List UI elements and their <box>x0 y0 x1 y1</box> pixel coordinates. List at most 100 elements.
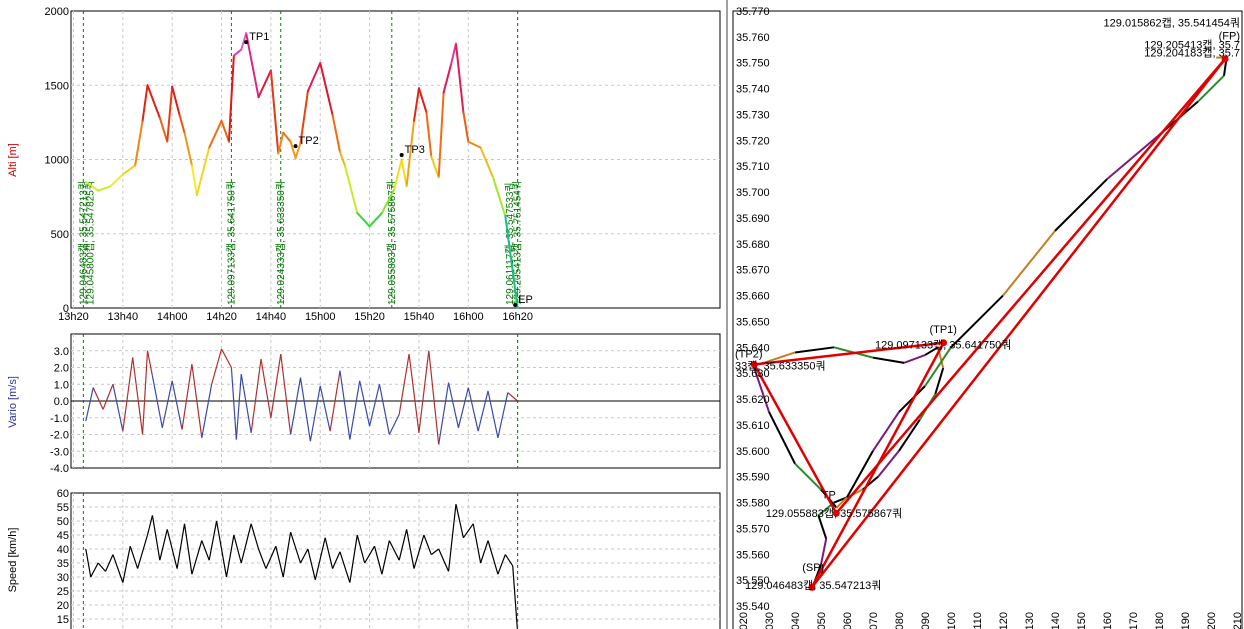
altitude-point <box>228 140 230 143</box>
map-y-tick-label: 35.570 <box>736 523 770 535</box>
track-segment <box>934 367 945 395</box>
track-segment <box>1106 134 1160 180</box>
map-x-tick-label: 129.090 <box>920 612 932 629</box>
annotation-label: EP <box>518 294 533 306</box>
vario-segment <box>260 359 272 418</box>
altitude-segment <box>121 164 137 176</box>
map-y-tick-label: 35.630 <box>736 368 770 380</box>
y-tick-label: 50 <box>57 516 69 528</box>
altitude-point <box>339 151 341 153</box>
vario-segment <box>447 382 460 428</box>
altitude-segment <box>380 188 396 214</box>
altitude-segment <box>232 48 243 57</box>
map-y-tick-label: 35.710 <box>736 161 770 173</box>
speed-segment <box>265 545 277 569</box>
map-x-tick-label: 129.150 <box>1076 612 1088 629</box>
speed-segment <box>233 534 242 564</box>
speed-segment <box>290 532 302 564</box>
altitude-segment <box>282 131 292 143</box>
marker-label: 129.055883캡, 35.575867쿼 <box>386 181 398 305</box>
vario-segment <box>309 385 321 442</box>
vario-segment <box>240 374 252 433</box>
map-x-tick-label: 129.210 <box>1232 612 1244 629</box>
vario-segment <box>388 414 400 435</box>
speed-segment <box>413 534 425 569</box>
y-tick-label: 0 <box>63 303 69 315</box>
altitude-segment <box>141 84 149 122</box>
map-labels: 129.015862캡, 35.541454쿼(FP)129.205413캡, … <box>735 17 1240 593</box>
y-tick-label: -2.0 <box>50 430 69 442</box>
track-segment <box>898 419 921 452</box>
altitude-point <box>289 140 292 143</box>
speed-segment <box>324 537 334 569</box>
map-plot-frame <box>732 10 1243 629</box>
map-y-tick-label: 35.690 <box>736 213 770 225</box>
map-point-label: 129.204183캡, 35.7 <box>1144 46 1240 59</box>
speed-segment <box>487 540 499 575</box>
altitude-segment <box>178 113 186 134</box>
speed-segment <box>430 548 440 556</box>
altitude-point <box>430 155 433 158</box>
marker-label: 129.097133캡, 35.641750쿼 <box>225 181 237 305</box>
altitude-line <box>84 32 519 309</box>
altitude-point <box>282 131 285 134</box>
speed-segment <box>299 548 309 564</box>
speed-segment <box>216 520 228 578</box>
turnpoint-marker <box>1221 55 1229 63</box>
y-tick-label: 2000 <box>45 6 69 18</box>
y-tick-label: 20 <box>57 600 69 612</box>
altitude-point <box>437 176 440 179</box>
map-y-tick-label: 35.750 <box>736 58 770 70</box>
altitude-point <box>85 180 87 183</box>
vario-line <box>71 334 720 468</box>
altitude-point <box>294 157 297 159</box>
altitude-point <box>183 131 186 134</box>
speed-segment <box>438 548 450 572</box>
vario-segment <box>250 359 262 433</box>
altitude-x-ticks: 13h20 13h40 14h00 14h20 14h40 15h00 15h20 15h40… <box>58 311 533 323</box>
vario-segment <box>299 377 311 442</box>
speed-segment <box>423 534 432 555</box>
altitude-segment <box>413 87 420 122</box>
map-y-tick-label: 35.730 <box>736 109 770 121</box>
speed-segment <box>356 534 366 564</box>
altitude-point <box>405 185 408 188</box>
altitude-segment <box>134 119 144 167</box>
vario-segment <box>122 357 134 432</box>
map-point-label: (TP2) <box>735 349 763 361</box>
vario-segment <box>220 348 232 368</box>
altitude-segment <box>356 211 371 228</box>
altitude-segment <box>190 164 198 197</box>
speed-segment <box>314 537 326 580</box>
y-tick-label: 1000 <box>45 155 69 167</box>
vario-segment <box>369 384 381 427</box>
map-x-tick-label: 129.060 <box>842 612 854 629</box>
triangle-leg <box>753 363 838 514</box>
track-segment <box>768 411 796 465</box>
x-tick-label: 13h40 <box>108 311 139 323</box>
map-x-tick-label: 129.070 <box>868 612 880 629</box>
triangle-leg <box>754 341 944 366</box>
map-x-tick-label: 129.040 <box>790 612 802 629</box>
speed-segment <box>191 540 203 575</box>
vario-segment <box>408 354 420 433</box>
altitude-segment <box>299 90 309 145</box>
y-tick-label: 30 <box>57 572 69 584</box>
altitude-point <box>450 63 452 66</box>
x-tick-label: 15h00 <box>305 311 336 323</box>
vario-segment <box>418 350 430 433</box>
altitude-point <box>109 185 112 188</box>
y-tick-label: 500 <box>51 229 69 241</box>
speed-segment <box>225 534 235 578</box>
altitude-segment <box>183 131 193 167</box>
y-tick-label: 3.0 <box>54 346 69 358</box>
map-x-tick-label: 129.100 <box>946 612 958 629</box>
triangle-leg <box>810 58 1227 589</box>
altitude-point <box>220 120 223 122</box>
x-tick-label: 14h20 <box>206 311 237 323</box>
annotation-dot <box>513 303 518 308</box>
altitude-segment <box>84 180 100 192</box>
speed-segment <box>472 523 482 564</box>
map-x-tick-label: 129.050 <box>816 612 828 629</box>
